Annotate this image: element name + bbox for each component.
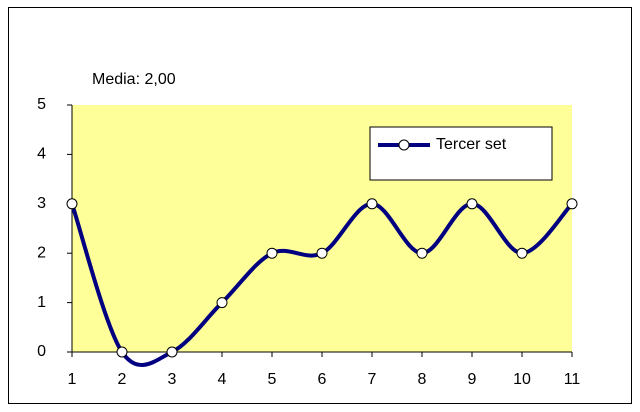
x-tick-label: 9 bbox=[468, 371, 477, 388]
y-tick-label: 3 bbox=[37, 195, 46, 212]
y-tick-label: 4 bbox=[37, 146, 46, 163]
point-marker bbox=[316, 247, 328, 259]
x-tick-label: 2 bbox=[118, 371, 127, 388]
y-tick-label: 1 bbox=[37, 294, 46, 311]
point-marker bbox=[266, 247, 278, 259]
x-tick-label: 4 bbox=[218, 371, 227, 388]
point-marker bbox=[416, 247, 428, 259]
y-tick-label: 2 bbox=[37, 244, 46, 261]
x-tick-label: 7 bbox=[368, 371, 377, 388]
point-marker bbox=[166, 346, 178, 358]
x-tick-label: 11 bbox=[564, 371, 581, 388]
legend-label: Tercer set bbox=[436, 136, 507, 153]
point-marker bbox=[116, 346, 128, 358]
y-tick-label: 5 bbox=[37, 96, 46, 113]
y-tick-label: 0 bbox=[37, 343, 46, 360]
x-tick-label: 10 bbox=[513, 371, 531, 388]
x-tick-label: 8 bbox=[418, 371, 427, 388]
x-tick-label: 1 bbox=[68, 371, 77, 388]
x-tick-label: 5 bbox=[268, 371, 277, 388]
point-marker bbox=[216, 297, 228, 309]
point-marker bbox=[366, 198, 378, 210]
x-tick-label: 6 bbox=[318, 371, 327, 388]
point-marker bbox=[466, 198, 478, 210]
x-tick-label: 3 bbox=[168, 371, 177, 388]
legend-box bbox=[369, 126, 553, 181]
legend-marker bbox=[398, 139, 410, 151]
annotation: Media: 2,00 bbox=[92, 71, 176, 88]
point-marker bbox=[516, 247, 528, 259]
point-marker bbox=[66, 198, 78, 210]
point-marker bbox=[566, 198, 578, 210]
